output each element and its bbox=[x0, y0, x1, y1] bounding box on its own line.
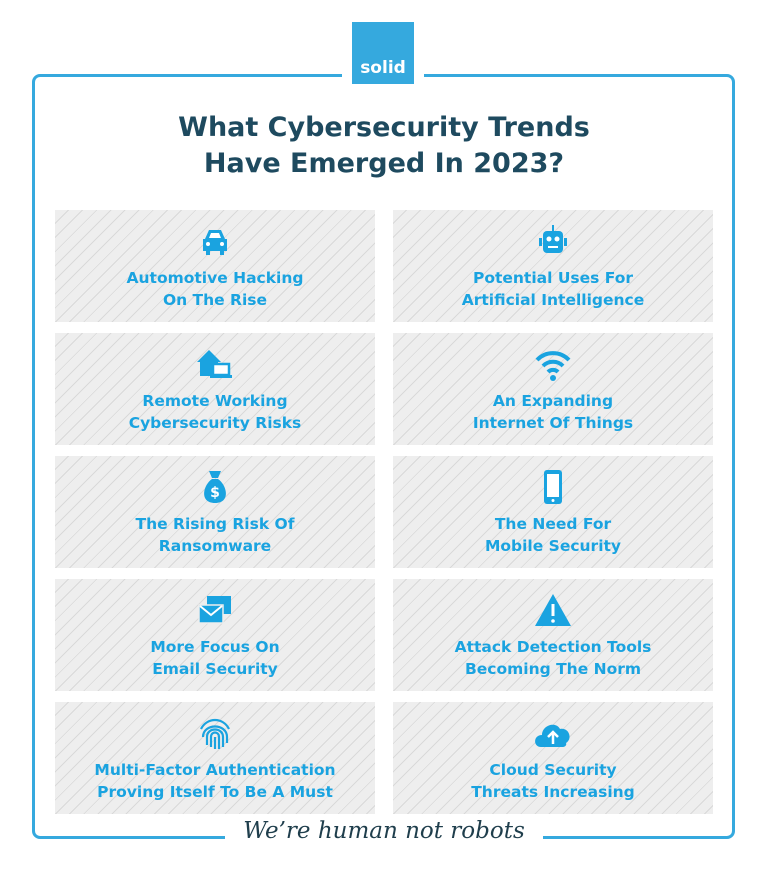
trend-card: Cloud Security Threats Increasing bbox=[393, 702, 713, 814]
trend-label: Multi-Factor Authentication Proving Itsel… bbox=[94, 759, 335, 803]
trend-card: Potential Uses For Artificial Intelligenc… bbox=[393, 210, 713, 322]
footer: We’re human not robots bbox=[0, 818, 768, 844]
trend-label-line-2: Becoming The Norm bbox=[464, 660, 642, 678]
trend-label: More Focus On Email Security bbox=[150, 636, 279, 680]
tagline: We’re human not robots bbox=[225, 818, 543, 844]
trend-label: The Rising Risk Of Ransomware bbox=[136, 513, 295, 557]
trend-label-line-1: An Expanding bbox=[492, 392, 614, 410]
title-line-2: Have Emerged In 2023? bbox=[203, 148, 565, 179]
trend-label: Cloud Security Threats Increasing bbox=[471, 759, 635, 803]
trend-label-line-2: Artificial Intelligence bbox=[461, 291, 645, 309]
trend-label: Remote Working Cybersecurity Risks bbox=[129, 390, 302, 434]
money-bag-icon: $ bbox=[204, 471, 226, 503]
trend-label-line-2: Threats Increasing bbox=[471, 783, 635, 801]
wifi-icon bbox=[535, 351, 571, 381]
svg-text:$: $ bbox=[210, 485, 220, 501]
trend-label-line-2: Email Security bbox=[152, 660, 278, 678]
trend-label-line-1: The Rising Risk Of bbox=[135, 515, 295, 533]
trend-card: More Focus On Email Security bbox=[55, 579, 375, 691]
home-laptop-icon bbox=[197, 350, 232, 378]
trend-card: $ The Rising Risk Of Ransomware bbox=[55, 456, 375, 568]
trend-label-line-1: Potential Uses For bbox=[472, 269, 634, 287]
trend-label-line-2: Internet Of Things bbox=[472, 414, 634, 432]
warning-icon bbox=[535, 594, 571, 626]
trend-card: Automotive Hacking On The Rise bbox=[55, 210, 375, 322]
trend-label-line-1: Multi-Factor Authentication bbox=[94, 761, 336, 779]
page-title: What Cybersecurity Trends Have Emerged I… bbox=[0, 110, 768, 182]
trend-label-line-1: Cloud Security bbox=[489, 761, 617, 779]
solid-logo: solid bbox=[342, 12, 424, 94]
trend-label-line-1: Attack Detection Tools bbox=[454, 638, 652, 656]
car-icon bbox=[203, 230, 227, 255]
trend-label-line-2: Mobile Security bbox=[484, 537, 622, 555]
fingerprint-icon bbox=[200, 718, 230, 749]
title-line-1: What Cybersecurity Trends bbox=[178, 112, 590, 143]
cloud-upload-icon bbox=[535, 724, 570, 747]
trend-label: The Need For Mobile Security bbox=[485, 513, 621, 557]
trend-card: Remote Working Cybersecurity Risks bbox=[55, 333, 375, 445]
email-icon bbox=[198, 596, 231, 624]
trend-label-line-1: Remote Working bbox=[142, 392, 288, 410]
smartphone-icon bbox=[544, 470, 562, 504]
trend-label-line-1: The Need For bbox=[494, 515, 612, 533]
trend-card: Multi-Factor Authentication Proving Itsel… bbox=[55, 702, 375, 814]
trend-label: Potential Uses For Artificial Intelligenc… bbox=[462, 267, 645, 311]
trend-label-line-2: Ransomware bbox=[158, 537, 272, 555]
robot-icon bbox=[539, 225, 567, 253]
trend-label-line-1: Automotive Hacking bbox=[126, 269, 304, 287]
trend-card: The Need For Mobile Security bbox=[393, 456, 713, 568]
trend-label-line-2: Proving Itself To Be A Must bbox=[97, 783, 333, 801]
trend-label: Attack Detection Tools Becoming The Norm bbox=[455, 636, 652, 680]
trend-label: An Expanding Internet Of Things bbox=[473, 390, 633, 434]
trend-label-line-2: On The Rise bbox=[162, 291, 268, 309]
trend-label: Automotive Hacking On The Rise bbox=[127, 267, 304, 311]
trend-card: An Expanding Internet Of Things bbox=[393, 333, 713, 445]
trend-label-line-2: Cybersecurity Risks bbox=[128, 414, 302, 432]
trend-label-line-1: More Focus On bbox=[150, 638, 280, 656]
trend-card: Attack Detection Tools Becoming The Norm bbox=[393, 579, 713, 691]
